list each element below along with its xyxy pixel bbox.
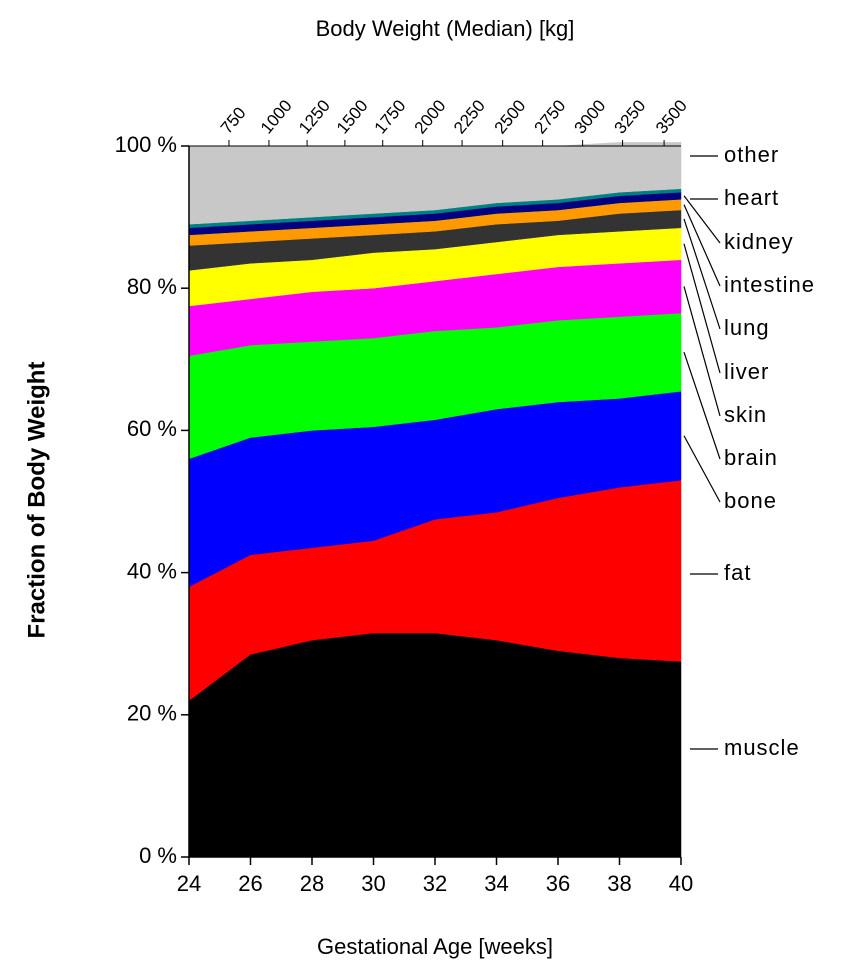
x2-tick-label: 2250: [450, 96, 489, 137]
y-tick-label: 80 %: [127, 274, 177, 299]
y-tick-label: 20 %: [127, 701, 177, 726]
leader-line: [683, 195, 721, 244]
leader-line: [683, 204, 721, 287]
x-axis-title: Gestational Age [weeks]: [317, 934, 553, 959]
y-tick-label: 60 %: [127, 416, 177, 441]
series-label: other: [724, 142, 779, 167]
x2-tick-label: 1000: [257, 96, 296, 137]
series-label: intestine: [724, 272, 815, 297]
x2-tick-label: 2750: [531, 96, 570, 137]
x-tick-label: 36: [546, 871, 570, 896]
x2-tick-label: 3000: [571, 96, 610, 137]
series-label: liver: [724, 359, 769, 384]
x2-tick-label: 1500: [333, 96, 372, 137]
series-label: fat: [724, 560, 751, 585]
x2-tick-label: 3250: [611, 96, 650, 137]
leader-line: [683, 286, 721, 417]
x2-tick-label: 2500: [491, 96, 530, 137]
x2-tick-label: 3500: [652, 96, 691, 137]
series-label: heart: [724, 185, 779, 210]
x-tick-label: 30: [361, 871, 385, 896]
series-label: brain: [724, 445, 778, 470]
leader-line: [683, 218, 721, 330]
leader-line: [683, 351, 721, 460]
series-label: skin: [724, 402, 767, 427]
y-tick-label: 0 %: [139, 843, 177, 868]
y-axis-title: Fraction of Body Weight: [23, 362, 50, 639]
series-label: lung: [724, 315, 770, 340]
x-tick-label: 40: [669, 871, 693, 896]
y-tick-label: 100 %: [115, 132, 177, 157]
x-tick-label: 32: [423, 871, 447, 896]
x2-tick-label: 1250: [295, 96, 334, 137]
x2-tick-label: 2000: [411, 96, 450, 137]
leader-line: [683, 243, 721, 374]
area: [188, 632, 682, 858]
x-tick-label: 28: [300, 871, 324, 896]
x-tick-label: 26: [238, 871, 262, 896]
leader-line: [683, 435, 721, 503]
x2-tick-label: 1750: [371, 96, 410, 137]
x-tick-label: 24: [177, 871, 201, 896]
series-label: kidney: [724, 229, 794, 254]
x2-tick-label: 750: [217, 104, 250, 138]
x-tick-label: 38: [607, 871, 631, 896]
top-axis-title: Body Weight (Median) [kg]: [316, 16, 575, 41]
y-tick-label: 40 %: [127, 558, 177, 583]
x-tick-label: 34: [484, 871, 508, 896]
series-label: muscle: [724, 735, 800, 760]
series-label: bone: [724, 488, 777, 513]
